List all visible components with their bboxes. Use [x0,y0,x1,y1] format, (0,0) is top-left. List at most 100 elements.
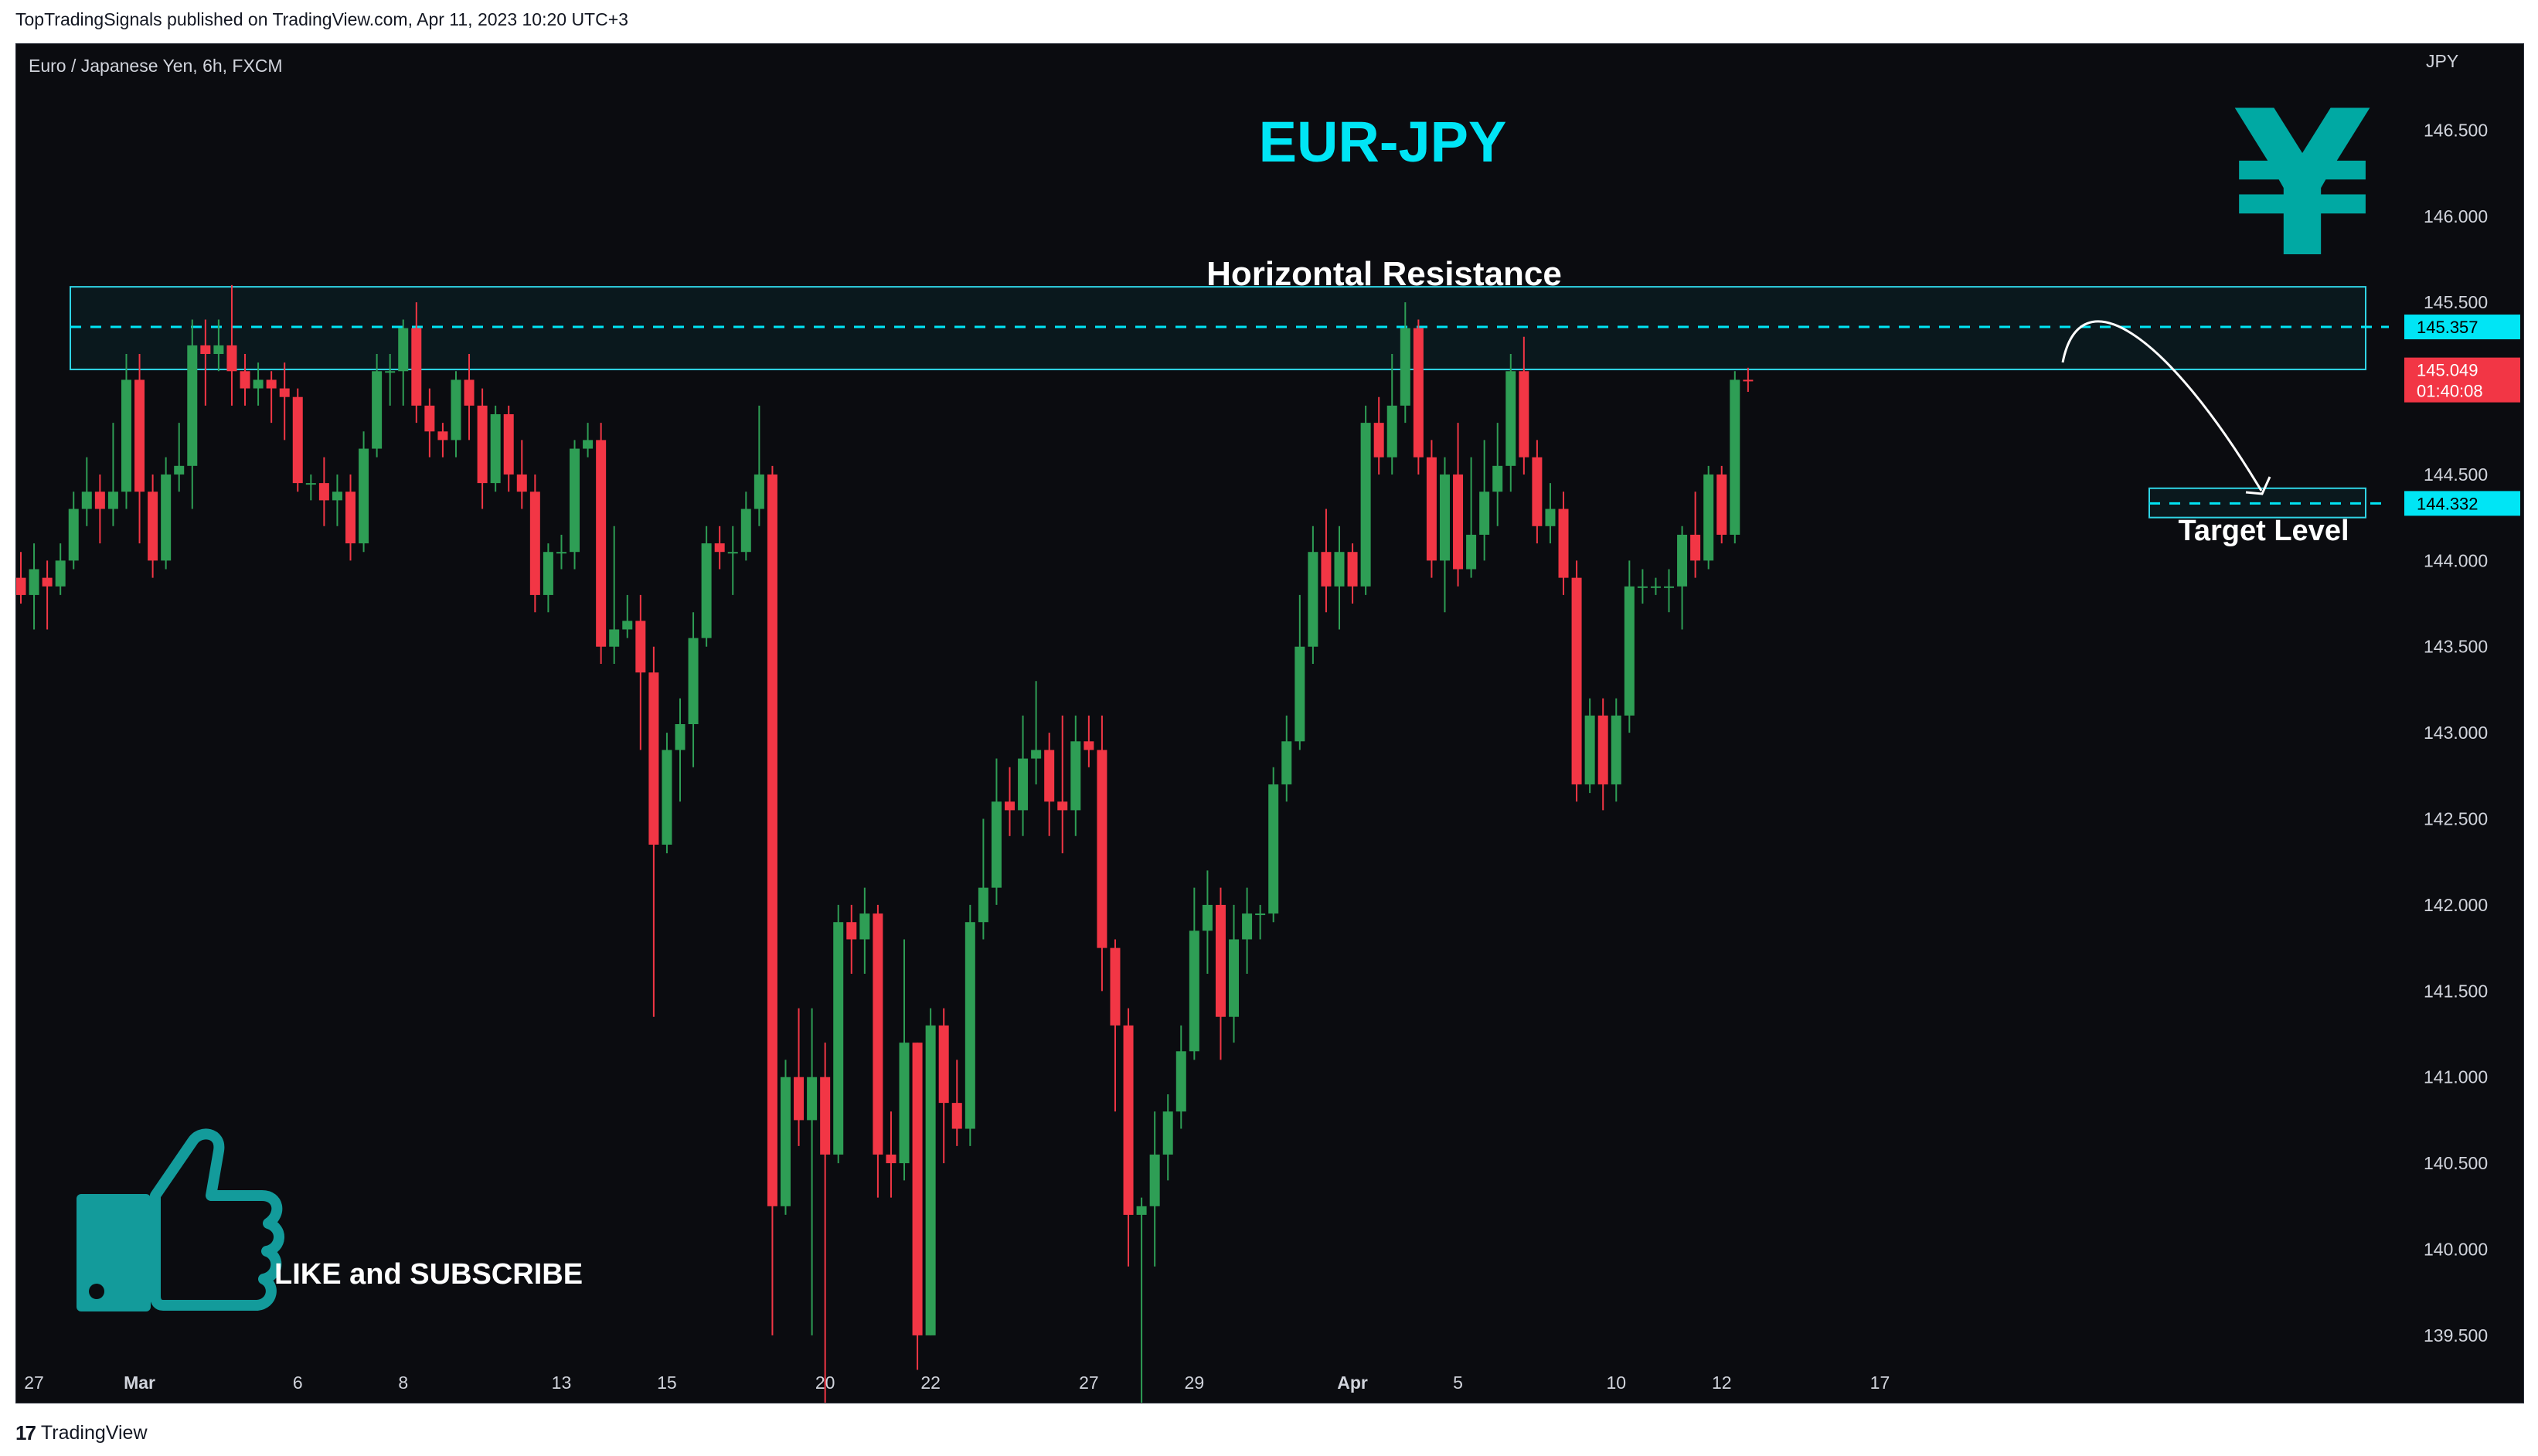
candle-body [1084,741,1094,750]
candle-countdown: 01:40:08 [2417,382,2483,401]
tradingview-logo-icon: 17 [15,1420,36,1444]
candle-body [609,629,620,647]
y-tick-label: 139.500 [2424,1325,2488,1345]
candle-body [1519,371,1529,458]
x-tick-label: 6 [293,1373,303,1393]
candle-body [1242,913,1253,940]
candle-body [1175,1051,1186,1112]
footer-brand-text: TradingView [40,1421,148,1444]
x-tick-label: Apr [1337,1373,1368,1393]
y-tick-label: 144.000 [2424,550,2488,570]
candle-body [451,379,461,441]
y-tick-label: 142.500 [2424,809,2488,829]
candle-body [978,887,988,923]
candle-body [372,371,383,449]
footer-brand[interactable]: 17 TradingView [15,1419,148,1447]
candle-body [767,474,777,1206]
current-price-value: 145.049 [2417,361,2478,380]
candle-body [820,1077,831,1155]
candle-body [305,483,316,485]
candle-body [1400,328,1410,406]
candle-body [1492,465,1503,492]
x-tick-label: 27 [24,1373,44,1393]
candle-body [1031,750,1042,759]
candle-body [1057,801,1068,811]
y-tick-label: 144.500 [2424,464,2488,485]
cta-label: LIKE and SUBSCRIBE [274,1258,583,1291]
candle-body [1545,509,1556,526]
x-tick-label: 13 [552,1373,572,1393]
candle-body [1044,750,1055,802]
candle-body [1466,534,1477,570]
y-tick-label: 146.500 [2424,120,2488,140]
candle-body [1743,379,1754,382]
candle-body [148,492,158,561]
candle-body [213,345,224,355]
candle-body [1018,758,1029,811]
target-price-value: 144.332 [2417,494,2478,513]
y-tick-label: 140.000 [2424,1239,2488,1259]
candle-body [464,379,475,406]
current-price-tag [2404,357,2520,403]
candle-body [991,801,1002,888]
y-tick-label: 141.500 [2424,981,2488,1001]
chart-canvas[interactable]: Euro / Japanese Yen, 6h, FXCM JPY 146.50… [16,44,2524,1403]
candle-body [701,543,712,638]
candle-body [107,492,118,509]
candle-body [398,328,409,372]
candle-body [516,474,527,492]
x-tick-label: 17 [1870,1373,1890,1393]
candle-body [477,405,488,484]
candle-body [648,672,659,845]
candle-body [688,638,699,724]
resistance-label: Horizontal Resistance [1206,255,1562,293]
y-tick-label: 143.500 [2424,637,2488,657]
candle-body [1690,534,1701,561]
candle-body [1439,474,1450,561]
candle-body [240,371,250,389]
candle-body [1624,586,1635,716]
instrument-label: Euro / Japanese Yen, 6h, FXCM [29,56,283,76]
candle-body [359,448,369,544]
x-axis: 27 Mar 6 8 13 15 20 22 27 29 Apr 5 10 12 17 [24,1373,1890,1393]
candle-body [754,474,764,509]
candle-body [503,413,514,475]
x-tick-label: 29 [1185,1373,1205,1393]
candle-body [411,328,422,406]
candle-body [1123,1025,1134,1215]
candle-body [1334,552,1345,587]
x-tick-label: 22 [920,1373,941,1393]
publish-info: TopTradingSignals published on TradingVi… [15,9,628,29]
x-tick-label: Mar [124,1373,155,1393]
candle-body [570,448,580,553]
candle-body [886,1154,896,1164]
candle-body [1571,577,1582,784]
candle-body [332,492,342,501]
y-tick-label: 141.000 [2424,1067,2488,1087]
price-tag-target: 144.332 [2404,491,2520,516]
candle-body [1677,534,1688,587]
resistance-zone[interactable] [70,286,2366,371]
candle-body [1650,586,1661,588]
candle-body [965,922,975,1129]
candle-body [873,913,883,1155]
candle-body [635,621,646,673]
candle-body [675,724,686,750]
candle-body [846,922,857,940]
candle-body [1229,939,1240,1017]
candle-body [29,569,39,595]
candle-body [583,440,594,449]
chart-title: EUR-JPY [1259,110,1507,174]
candle-body [187,345,198,466]
y-tick-label: 142.000 [2424,895,2488,915]
candle-body [226,345,237,372]
candle-body [279,388,290,397]
candle-body [899,1043,910,1164]
candle-body [266,379,277,389]
y-axis: 146.500146.000145.500145.000144.500144.0… [2424,120,2488,1345]
yen-icon: ¥ [2233,69,2373,302]
chart-panel[interactable]: Euro / Japanese Yen, 6h, FXCM JPY 146.50… [15,43,2524,1403]
candle-body [1664,586,1674,588]
candle-body [556,552,566,554]
resistance-price-value: 145.357 [2417,318,2478,337]
